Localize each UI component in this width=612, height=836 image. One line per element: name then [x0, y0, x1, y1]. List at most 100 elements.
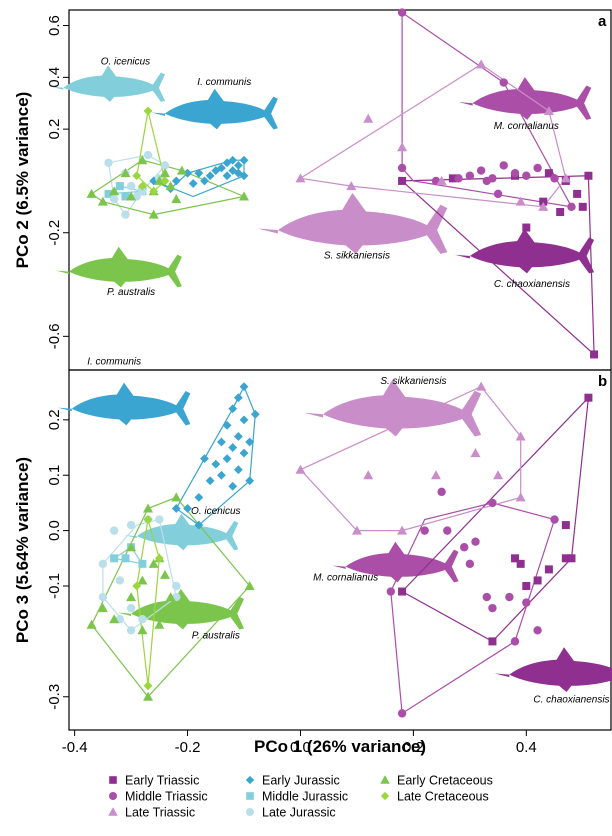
- legend-marker: [380, 775, 390, 784]
- panel-a-yticks: 0.6 0.4 0.2 -0.2 -0.6: [46, 15, 69, 349]
- reptile-silhouette: [124, 513, 239, 551]
- data-point: [346, 181, 357, 191]
- data-point: [109, 614, 120, 624]
- convex-hull: [90, 496, 251, 698]
- data-point: [510, 168, 520, 178]
- data-point: [544, 565, 553, 574]
- legend-marker: [245, 775, 255, 785]
- data-point: [233, 465, 243, 475]
- data-point: [200, 176, 209, 186]
- convex-hull: [400, 175, 595, 356]
- data-point: [109, 186, 120, 196]
- data-point: [172, 581, 181, 591]
- data-point: [98, 559, 108, 569]
- data-point: [465, 559, 475, 569]
- data-point: [443, 526, 452, 535]
- data-point: [398, 587, 407, 596]
- data-point: [171, 492, 182, 502]
- data-point: [183, 168, 192, 178]
- legend-label: Early Triassic: [125, 774, 199, 788]
- data-point: [138, 559, 147, 568]
- data-point: [138, 187, 147, 196]
- data-point: [244, 581, 255, 590]
- data-point: [488, 603, 497, 613]
- data-point: [499, 161, 508, 170]
- reptile-silhouette: [332, 541, 459, 583]
- data-point: [351, 525, 362, 535]
- data-point: [460, 543, 469, 552]
- data-point: [363, 470, 374, 480]
- data-point: [454, 174, 463, 183]
- legend-item: Middle Jurassic: [246, 790, 348, 804]
- data-point: [160, 176, 170, 186]
- data-point: [98, 592, 108, 602]
- data-point: [233, 160, 243, 170]
- data-point: [590, 350, 599, 359]
- panel-b: b PCo 3 (5.64% variance) 0.2 0.1 0.0 -0.1 -0…: [13, 356, 612, 731]
- legend-marker: [109, 776, 117, 784]
- data-point: [121, 210, 130, 219]
- reptile-silhouette: [117, 588, 245, 630]
- data-point: [544, 169, 553, 178]
- reptile-silhouette: [151, 88, 278, 130]
- species-label: P. australis: [192, 631, 240, 642]
- data-point: [250, 409, 260, 419]
- data-point: [550, 515, 559, 524]
- data-point: [211, 459, 221, 469]
- data-point: [154, 619, 165, 629]
- data-point: [222, 158, 232, 168]
- data-point: [143, 691, 154, 701]
- reptile-silhouette: [458, 77, 592, 120]
- data-point: [143, 150, 153, 160]
- panel-b-frame: [68, 369, 612, 731]
- panel-a-ylabel: PCo 2 (6.5% variance): [13, 92, 32, 269]
- species-label: I. communis: [197, 77, 251, 88]
- data-point: [516, 559, 525, 568]
- legend-item: Early Triassic: [109, 774, 199, 788]
- data-point: [159, 168, 170, 178]
- data-point: [476, 381, 487, 391]
- x-axis-label: PCo 1 (26% variance): [254, 737, 426, 756]
- panel-b-species-labels: I. communis O. icenicus P. australis S. sik…: [87, 356, 609, 705]
- reptile-silhouette: [494, 647, 612, 693]
- panel-a-silhouettes: [51, 65, 595, 288]
- data-point: [295, 464, 306, 474]
- panel-b-hulls: [90, 385, 590, 715]
- data-point: [511, 554, 520, 563]
- panel-a-hulls: [90, 11, 595, 356]
- data-point: [165, 592, 176, 602]
- data-point: [239, 171, 249, 181]
- data-point: [126, 626, 136, 635]
- convex-hull: [175, 385, 256, 526]
- ytick-label: 0.4: [46, 67, 63, 88]
- xtick-label: 0.0: [290, 739, 311, 756]
- data-point: [205, 476, 215, 486]
- data-point: [363, 113, 374, 123]
- data-point: [194, 520, 204, 530]
- data-point: [115, 182, 124, 191]
- data-point: [211, 166, 221, 175]
- data-point: [154, 553, 164, 563]
- data-point: [176, 165, 187, 175]
- data-point: [194, 168, 204, 178]
- data-point: [397, 525, 408, 535]
- xtick-label: 0.2: [403, 739, 424, 756]
- data-point: [245, 437, 255, 447]
- legend-item: Late Triassic: [108, 806, 195, 820]
- ytick-label: 0.2: [46, 409, 63, 430]
- data-point: [109, 194, 119, 204]
- legend-label: Late Cretaceous: [397, 790, 489, 804]
- data-point: [488, 637, 497, 646]
- data-point: [143, 515, 153, 524]
- data-point: [245, 476, 255, 486]
- legend-item: Early Jurassic: [245, 774, 340, 788]
- data-point: [488, 498, 497, 508]
- data-point: [200, 454, 209, 464]
- legend-marker: [246, 808, 254, 816]
- legend-marker: [246, 792, 254, 800]
- data-point: [126, 542, 137, 552]
- x-axis: -0.4 -0.2 0.0 0.2 0.4: [62, 730, 537, 756]
- ytick-label: -0.3: [46, 684, 63, 710]
- panel-b-label: b: [598, 373, 607, 390]
- data-point: [233, 393, 243, 403]
